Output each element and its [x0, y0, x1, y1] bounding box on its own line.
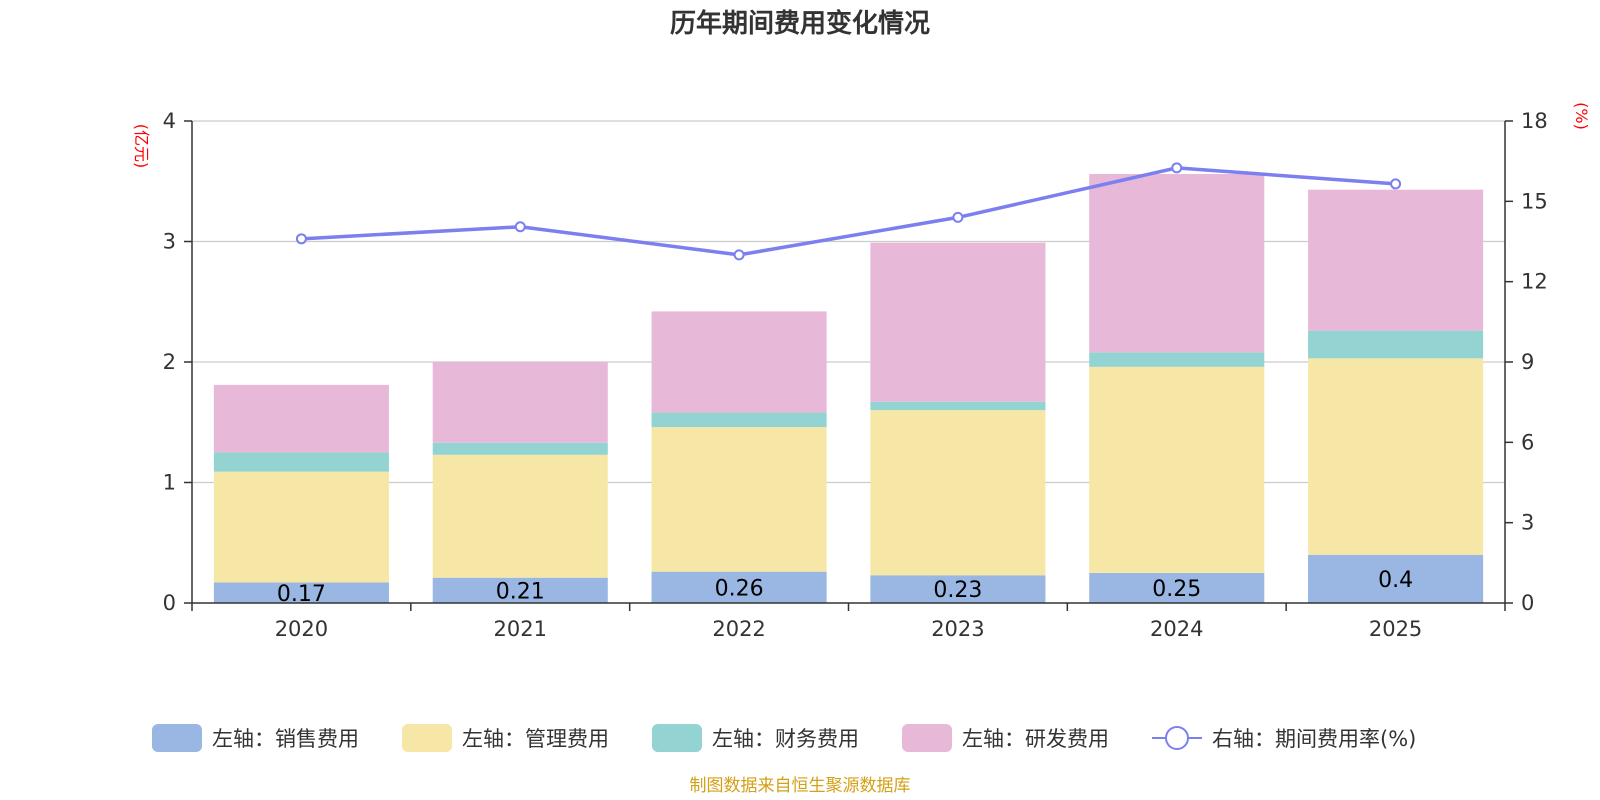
bar-segment [1308, 554, 1484, 603]
bar-segment [651, 571, 827, 603]
legend-label: 左轴：财务费用 [712, 727, 859, 751]
x-tick-label: 2020 [275, 617, 328, 641]
legend-marker [1165, 726, 1189, 750]
right-tick-label: 6 [1521, 430, 1534, 454]
legend-swatch [652, 724, 702, 752]
bar-segment [1089, 352, 1265, 367]
right-tick-label: 0 [1521, 591, 1534, 615]
legend-swatch [152, 724, 202, 752]
right-axis-unit: (%) [1572, 102, 1591, 130]
data-label: 0.4 [1378, 568, 1413, 593]
right-tick-label: 15 [1521, 189, 1548, 213]
bar-segment [1089, 366, 1265, 573]
bar-segment [651, 311, 827, 413]
right-tick-label: 3 [1521, 511, 1534, 535]
bar-segment [213, 582, 389, 603]
left-tick-label: 1 [163, 471, 176, 495]
legend-label: 左轴：管理费用 [462, 727, 609, 751]
bars [213, 174, 1484, 603]
bar-segment [1089, 572, 1265, 603]
line-point [733, 249, 745, 261]
bar-segment [213, 471, 389, 583]
right-tick-label: 18 [1521, 109, 1548, 133]
legend-label: 左轴：研发费用 [962, 727, 1109, 751]
line-point [952, 211, 964, 223]
bar-segment [1308, 358, 1484, 555]
bar-segment [432, 442, 608, 455]
data-label: 0.21 [496, 579, 545, 604]
x-tick-label: 2025 [1369, 617, 1422, 641]
expense-rate-polyline [301, 166, 1396, 257]
right-tick-label: 12 [1521, 270, 1548, 294]
line-point [1171, 162, 1183, 174]
left-tick-label: 3 [163, 230, 176, 254]
x-tick-label: 2021 [494, 617, 547, 641]
bar-segment [1308, 189, 1484, 331]
grid-lines [192, 120, 1505, 484]
legend-label: 右轴：期间费用率(%) [1212, 727, 1416, 751]
bar-segment [870, 575, 1046, 603]
bar-segment [432, 362, 608, 443]
line-point [295, 233, 307, 245]
legend: 左轴：销售费用 左轴：管理费用 左轴：财务费用 左轴：研发费用 右轴：期间费用率(%) [152, 724, 1416, 752]
bar-segment [213, 384, 389, 453]
data-labels: 0.17 0.21 0.26 0.23 0.25 0.4 [277, 568, 1413, 607]
left-tick-label: 0 [163, 591, 176, 615]
line-point [1390, 178, 1402, 190]
bar-segment [432, 454, 608, 578]
bar-segment [870, 410, 1046, 576]
left-tick-label: 2 [163, 350, 176, 374]
bar-segment [432, 577, 608, 603]
line-point [514, 221, 526, 233]
x-tick-label: 2023 [931, 617, 984, 641]
bar-segment [1089, 174, 1265, 353]
left-tick-label: 4 [163, 109, 176, 133]
data-label: 0.26 [715, 576, 764, 601]
chart-title: 历年期间费用变化情况 [670, 8, 930, 39]
x-tick-label: 2024 [1150, 617, 1203, 641]
legend-swatch [402, 724, 452, 752]
right-tick-label: 9 [1521, 350, 1534, 374]
data-label: 0.25 [1152, 577, 1201, 602]
bar-segment [870, 401, 1046, 411]
bar-segment [213, 452, 389, 472]
legend-swatch [902, 724, 952, 752]
data-label: 0.23 [933, 578, 982, 603]
footer-source: 制图数据来自恒生聚源数据库 [690, 776, 911, 796]
x-tick-label: 2022 [712, 617, 765, 641]
bar-segment [1308, 330, 1484, 359]
left-axis-unit: (亿元) [132, 124, 151, 169]
legend-label: 左轴：销售费用 [212, 727, 359, 751]
bar-segment [651, 427, 827, 572]
bar-segment [651, 412, 827, 428]
expense-rate-line [295, 162, 1402, 261]
bar-segment [870, 242, 1046, 402]
